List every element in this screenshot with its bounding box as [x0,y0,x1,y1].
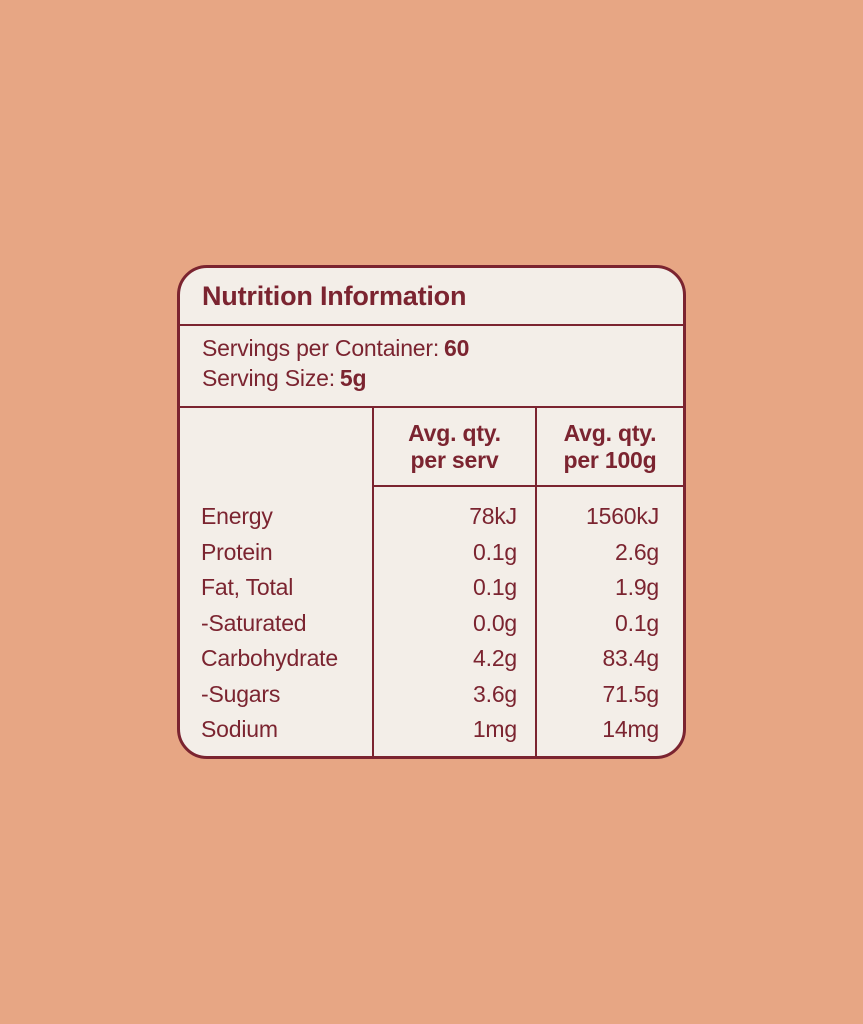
body-spacer [372,487,535,499]
value-per-100g: 1560kJ [535,499,683,535]
nutrient-name: -Sugars [201,680,281,707]
col-header-per-100g-line1: Avg. qty. [563,419,657,446]
body-spacer [180,487,372,499]
nutrient-name: -Saturated [201,609,307,636]
body-filler [535,747,683,756]
value-per-100g: 71.5g [535,676,683,712]
nutrient-name: Sodium [201,716,278,743]
value-per-100g: 1.9g [535,570,683,606]
nutrition-table: Avg. qty. per serv Avg. qty. per 100g En… [180,408,683,757]
nutrient-name: Fat, Total [201,574,294,601]
servings-per-container: Servings per Container: 60 [202,333,683,363]
body-filler [180,748,372,757]
nutrient-name: Protein [201,538,273,565]
value-per-serv: 1mg [372,712,535,748]
nutrition-card: Nutrition Information Servings per Conta… [177,265,686,759]
value-per-serv: 78kJ [372,499,535,535]
value-per-serv: 4.2g [372,641,535,677]
nutrient-name: Carbohydrate [201,645,338,672]
value-per-100g: 14mg [535,712,683,748]
body-filler [372,747,535,756]
col-header-per-100g: Avg. qty. per 100g [535,408,683,487]
serving-size: Serving Size: 5g [202,363,683,393]
value-per-serv: 3.6g [372,676,535,712]
nutrient-name: Energy [201,503,273,530]
col-header-per-100g-line2: per 100g [563,446,657,473]
value-per-100g: 0.1g [535,605,683,641]
nutrition-title: Nutrition Information [180,268,683,326]
value-per-serv: 0.0g [372,605,535,641]
body-spacer [535,487,683,499]
col-header-per-serv: Avg. qty. per serv [372,408,535,487]
serving-size-value: 5g [339,365,367,391]
value-per-100g: 83.4g [535,641,683,677]
servings-per-container-label: Servings per Container: [202,335,440,361]
header-spacer [180,408,372,487]
col-header-per-serv-line2: per serv [410,446,499,473]
value-per-serv: 0.1g [372,570,535,606]
servings-section: Servings per Container: 60 Serving Size: 5… [180,326,683,408]
servings-per-container-value: 60 [444,335,470,361]
serving-size-label: Serving Size: [202,365,335,391]
col-header-per-serv-line1: Avg. qty. [408,419,501,446]
value-per-100g: 2.6g [535,534,683,570]
value-per-serv: 0.1g [372,534,535,570]
